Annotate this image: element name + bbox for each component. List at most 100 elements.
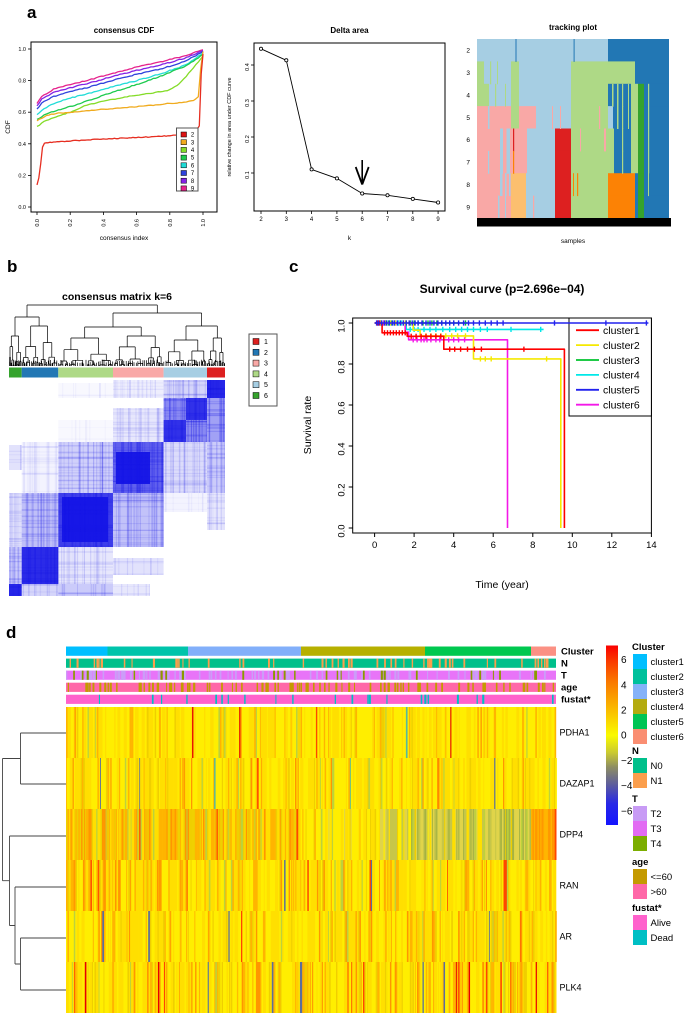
svg-text:5: 5 — [335, 217, 339, 223]
svg-text:AR: AR — [560, 932, 573, 942]
svg-text:8: 8 — [466, 182, 470, 189]
svg-text:T4: T4 — [651, 839, 662, 850]
svg-text:c: c — [289, 257, 298, 276]
svg-text:0.2: 0.2 — [18, 173, 26, 179]
svg-text:cluster1: cluster1 — [651, 657, 684, 668]
svg-text:cluster4: cluster4 — [603, 370, 640, 382]
svg-text:a: a — [27, 3, 37, 22]
svg-text:4: 4 — [310, 217, 314, 223]
svg-text:7: 7 — [466, 160, 470, 167]
svg-text:consensus CDF: consensus CDF — [94, 26, 155, 35]
svg-text:0.4: 0.4 — [101, 219, 107, 227]
svg-text:fustat*: fustat* — [632, 903, 662, 914]
svg-text:0: 0 — [372, 540, 377, 551]
svg-text:0.6: 0.6 — [337, 401, 348, 414]
svg-text:3: 3 — [466, 70, 470, 77]
svg-text:samples: samples — [561, 238, 586, 245]
svg-text:RAN: RAN — [560, 881, 579, 891]
svg-text:14: 14 — [646, 540, 657, 551]
svg-text:Alive: Alive — [651, 918, 672, 929]
svg-text:0.4: 0.4 — [337, 442, 348, 455]
svg-text:N: N — [561, 659, 568, 670]
svg-text:>60: >60 — [651, 887, 667, 898]
svg-text:0.8: 0.8 — [337, 360, 348, 373]
svg-text:Cluster: Cluster — [632, 642, 665, 653]
svg-text:12: 12 — [607, 540, 618, 551]
svg-text:0.6: 0.6 — [18, 110, 26, 116]
svg-text:−6: −6 — [621, 806, 633, 817]
svg-text:7: 7 — [386, 217, 390, 223]
svg-text:DPP4: DPP4 — [560, 830, 584, 840]
svg-text:0.6: 0.6 — [135, 219, 141, 227]
svg-text:Cluster: Cluster — [561, 647, 594, 658]
svg-text:0.0: 0.0 — [18, 205, 26, 211]
svg-text:0: 0 — [621, 731, 627, 742]
svg-text:5: 5 — [191, 156, 195, 162]
svg-text:−2: −2 — [621, 756, 633, 767]
svg-text:1.0: 1.0 — [201, 219, 207, 227]
svg-text:PDHA1: PDHA1 — [560, 728, 590, 738]
svg-text:0.2: 0.2 — [245, 135, 251, 143]
svg-text:N0: N0 — [651, 761, 663, 772]
svg-text:1: 1 — [264, 339, 268, 346]
svg-text:tracking plot: tracking plot — [549, 23, 597, 32]
svg-text:2: 2 — [264, 350, 268, 357]
svg-text:4: 4 — [264, 371, 268, 378]
svg-text:2: 2 — [259, 217, 263, 223]
svg-text:2: 2 — [621, 706, 627, 717]
svg-text:0.2: 0.2 — [68, 219, 74, 227]
svg-text:Dead: Dead — [651, 933, 674, 944]
svg-text:0.2: 0.2 — [337, 483, 348, 496]
svg-text:0.4: 0.4 — [245, 63, 251, 71]
svg-text:6: 6 — [621, 655, 627, 666]
svg-text:9: 9 — [466, 204, 470, 211]
svg-text:4: 4 — [191, 148, 195, 154]
svg-text:Survival curve (p=2.696e−04): Survival curve (p=2.696e−04) — [420, 282, 585, 296]
svg-text:6: 6 — [361, 217, 365, 223]
svg-text:d: d — [6, 623, 16, 642]
svg-text:4: 4 — [466, 92, 470, 99]
svg-text:cluster6: cluster6 — [651, 732, 684, 743]
svg-text:0.8: 0.8 — [18, 79, 26, 85]
svg-text:Survival rate: Survival rate — [302, 396, 314, 455]
svg-text:consensus index: consensus index — [100, 235, 149, 242]
svg-text:b: b — [7, 257, 17, 276]
svg-text:6: 6 — [264, 393, 268, 400]
svg-text:age: age — [561, 683, 577, 694]
svg-text:5: 5 — [466, 115, 470, 122]
svg-text:N: N — [632, 746, 639, 757]
svg-text:cluster1: cluster1 — [603, 325, 640, 337]
svg-text:cluster2: cluster2 — [651, 672, 684, 683]
svg-text:CDF: CDF — [5, 120, 12, 133]
svg-text:8: 8 — [530, 540, 535, 551]
svg-text:DAZAP1: DAZAP1 — [560, 779, 595, 789]
svg-text:Time (year): Time (year) — [475, 579, 528, 591]
svg-text:6: 6 — [491, 540, 496, 551]
svg-text:1.0: 1.0 — [18, 47, 26, 53]
svg-text:T: T — [632, 794, 638, 805]
svg-text:T: T — [561, 671, 567, 682]
svg-text:cluster6: cluster6 — [603, 400, 640, 412]
svg-text:9: 9 — [436, 217, 440, 223]
svg-text:cluster4: cluster4 — [651, 702, 684, 713]
svg-text:0.1: 0.1 — [245, 171, 251, 179]
svg-text:10: 10 — [567, 540, 578, 551]
svg-text:fustat*: fustat* — [561, 695, 591, 706]
svg-text:N1: N1 — [651, 776, 663, 787]
svg-text:2: 2 — [466, 48, 470, 55]
svg-text:3: 3 — [191, 140, 195, 146]
svg-text:0.0: 0.0 — [337, 524, 348, 537]
svg-text:T2: T2 — [651, 809, 662, 820]
svg-text:0.0: 0.0 — [35, 219, 41, 227]
svg-text:age: age — [632, 857, 648, 868]
svg-text:cluster3: cluster3 — [603, 355, 640, 367]
svg-text:4: 4 — [451, 540, 456, 551]
svg-text:Delta area: Delta area — [330, 26, 369, 35]
svg-text:0.4: 0.4 — [18, 142, 26, 148]
svg-text:8: 8 — [191, 179, 195, 185]
svg-text:k: k — [348, 235, 352, 242]
svg-text:cluster3: cluster3 — [651, 687, 684, 698]
svg-text:cluster5: cluster5 — [603, 385, 640, 397]
svg-text:0.8: 0.8 — [168, 219, 174, 227]
svg-text:cluster5: cluster5 — [651, 717, 684, 728]
